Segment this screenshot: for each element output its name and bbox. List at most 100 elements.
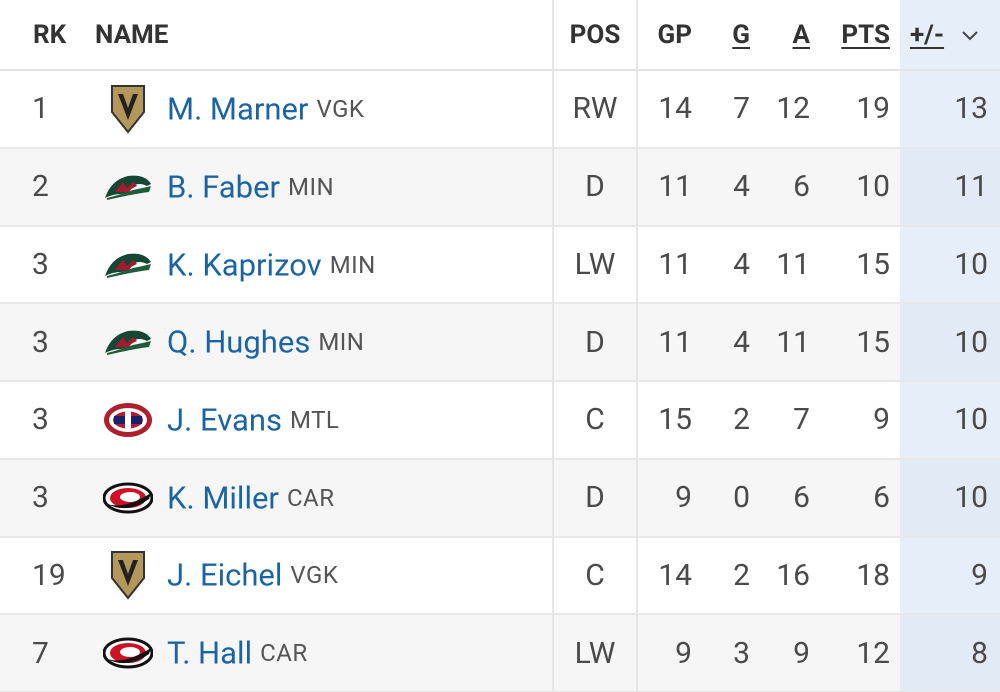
cell: 19 <box>856 91 890 127</box>
player-row: 7 T. Hall CAR LW 9 3 9 12 8 <box>0 614 1000 692</box>
player-row: 3 K. Kaprizov MIN LW 11 4 11 15 10 <box>0 225 1000 304</box>
cell: 3 <box>733 635 750 671</box>
col-header[interactable]: +/- <box>910 19 945 50</box>
player-row: 3 J. Evans MTL C 15 2 7 9 10 <box>0 381 1000 459</box>
team-abbr: CAR <box>260 639 308 668</box>
cell: 6 <box>793 480 810 516</box>
cell: 9 <box>900 536 1000 615</box>
cell: 2 <box>733 557 750 593</box>
name-cell: K. Miller CAR <box>95 459 553 537</box>
team-abbr: MIN <box>318 328 365 357</box>
cell: D <box>552 303 637 381</box>
cell: 6 <box>873 480 890 516</box>
cell: 2 <box>733 402 750 438</box>
team-abbr: VGK <box>290 561 339 590</box>
player-link[interactable]: K. Kaprizov <box>167 246 322 284</box>
cell: 15 <box>636 381 700 459</box>
player-link[interactable]: K. Miller <box>167 479 279 517</box>
cell: 11 <box>636 147 700 226</box>
col-header-sorted[interactable]: +/- <box>900 0 1000 71</box>
name-cell: K. Kaprizov MIN <box>95 226 553 304</box>
name-cell: J. Evans MTL <box>95 381 553 459</box>
cell: 10 <box>900 458 1000 537</box>
name-cell: T. Hall CAR <box>95 614 553 692</box>
team-abbr: MTL <box>289 406 340 435</box>
cell: 11 <box>636 225 700 304</box>
cell: 15 <box>856 324 890 360</box>
cell: 10 <box>900 381 1000 459</box>
cell: 1 <box>32 91 49 127</box>
cell: 10 <box>856 169 890 205</box>
cell: 11 <box>900 147 1000 226</box>
player-link[interactable]: M. Marner <box>167 90 309 128</box>
cell: 4 <box>733 246 750 282</box>
team-logo <box>103 402 153 438</box>
team-abbr: MIN <box>329 250 376 279</box>
col-header: NAME <box>95 0 553 71</box>
cell: 11 <box>776 324 810 360</box>
cell: 16 <box>776 557 810 593</box>
cell: 9 <box>793 635 810 671</box>
cell: 3 <box>32 246 49 282</box>
cell: 7 <box>733 91 750 127</box>
cell: 14 <box>636 536 700 615</box>
player-link[interactable]: T. Hall <box>167 634 253 672</box>
team-logo <box>103 481 153 515</box>
name-cell: M. Marner VGK <box>95 70 553 148</box>
col-header: GP <box>636 0 700 71</box>
cell: 12 <box>856 635 890 671</box>
col-header[interactable]: G <box>700 0 760 71</box>
cell: 7 <box>32 635 49 671</box>
cell: 19 <box>32 557 66 593</box>
cell: 18 <box>856 557 890 593</box>
team-abbr: VGK <box>316 94 365 123</box>
col-header: RK <box>0 0 95 71</box>
player-row: 19 J. Eichel VGK C 14 2 16 18 9 <box>0 536 1000 615</box>
team-logo <box>108 550 148 600</box>
player-link[interactable]: Q. Hughes <box>167 323 311 361</box>
player-link[interactable]: J. Eichel <box>167 556 283 594</box>
cell: 4 <box>733 324 750 360</box>
team-abbr: CAR <box>286 483 335 512</box>
cell: 9 <box>873 402 890 438</box>
col-header[interactable]: A <box>760 0 820 71</box>
player-link[interactable]: B. Faber <box>167 168 281 206</box>
team-abbr: MIN <box>288 172 335 201</box>
team-logo <box>108 84 148 134</box>
cell: LW <box>552 225 637 304</box>
cell: C <box>552 381 637 459</box>
table-body: 1 M. Marner VGK RW 14 7 12 19 13 2 B. Faber MIN D 11 4… <box>0 70 1000 692</box>
cell: 3 <box>32 480 49 516</box>
cell: 13 <box>900 70 1000 148</box>
col-header: POS <box>552 0 637 71</box>
player-row: 1 M. Marner VGK RW 14 7 12 19 13 <box>0 70 1000 148</box>
name-cell: Q. Hughes MIN <box>95 303 553 381</box>
cell: 15 <box>856 246 890 282</box>
cell: 11 <box>636 303 700 381</box>
team-logo <box>103 327 153 357</box>
cell: 14 <box>636 70 700 148</box>
team-logo <box>103 636 153 670</box>
name-cell: J. Eichel VGK <box>95 537 553 615</box>
cell: LW <box>552 614 637 692</box>
cell: 2 <box>32 169 49 205</box>
player-row: 2 B. Faber MIN D 11 4 6 10 11 <box>0 147 1000 226</box>
cell: 10 <box>900 303 1000 381</box>
cell: 10 <box>900 225 1000 304</box>
player-row: 3 K. Miller CAR D 9 0 6 6 10 <box>0 458 1000 537</box>
cell: D <box>552 458 637 537</box>
team-logo <box>103 250 153 280</box>
player-row: 3 Q. Hughes MIN D 11 4 11 15 10 <box>0 303 1000 381</box>
cell: 3 <box>32 402 49 438</box>
cell: D <box>552 147 637 226</box>
cell: 8 <box>900 614 1000 692</box>
cell: 6 <box>793 169 810 205</box>
cell: 9 <box>636 458 700 537</box>
header-row: RK NAME POS GP G A PTS +/- <box>0 0 1000 71</box>
player-link[interactable]: J. Evans <box>167 401 282 439</box>
col-header[interactable]: PTS <box>820 0 900 71</box>
name-cell: B. Faber MIN <box>95 148 553 226</box>
cell: 7 <box>793 402 810 438</box>
